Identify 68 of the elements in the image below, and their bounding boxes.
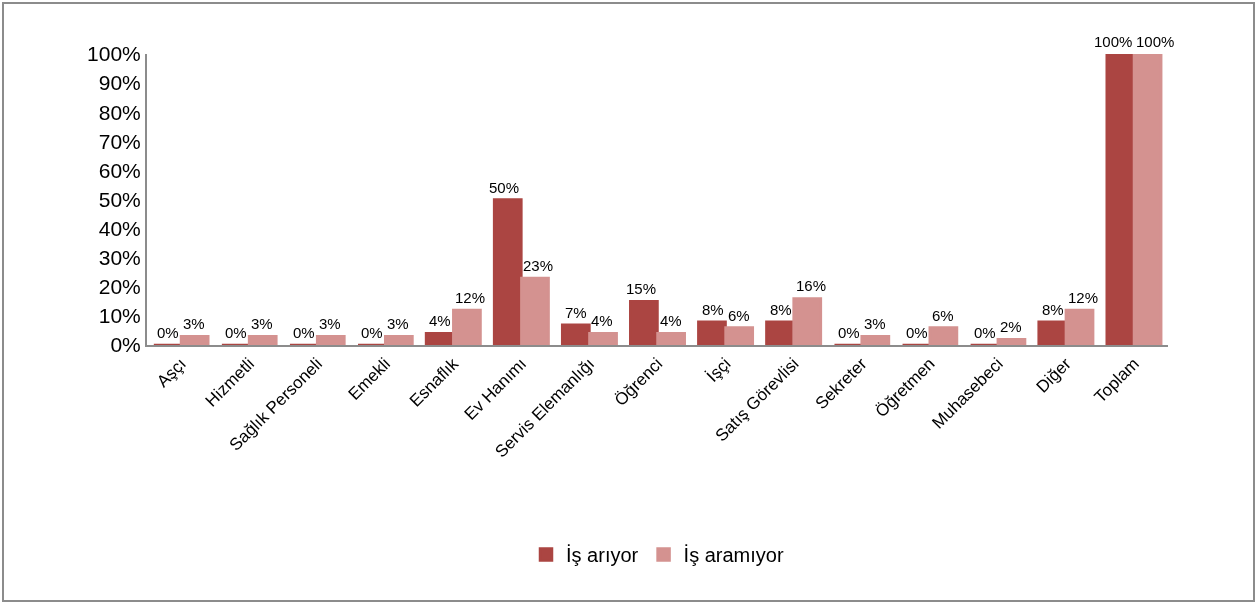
data-label: 0% [906, 324, 928, 341]
data-label: 0% [225, 324, 247, 341]
bar [588, 332, 618, 345]
bar [860, 335, 891, 345]
bar [996, 337, 1027, 345]
data-label: 23% [523, 257, 554, 274]
data-label: 3% [251, 315, 273, 332]
y-tick-label: 90% [98, 71, 141, 95]
bar [792, 297, 823, 345]
data-label: 0% [157, 324, 179, 341]
y-tick-label: 60% [98, 158, 141, 182]
bar [928, 326, 959, 345]
data-label: 4% [429, 312, 451, 329]
data-label: 8% [770, 301, 792, 318]
bar [247, 335, 278, 345]
data-label: 3% [183, 315, 205, 332]
data-label: 3% [319, 315, 341, 332]
bar [1037, 320, 1068, 345]
legend-label: İş aramıyor [683, 544, 784, 567]
bar [724, 326, 755, 345]
y-tick-label: 70% [98, 129, 141, 153]
y-tick-label: 40% [98, 216, 141, 240]
bar [656, 332, 686, 345]
bar [1105, 54, 1136, 345]
y-tick-label: 20% [98, 275, 141, 299]
y-tick-label: 0% [110, 333, 141, 357]
bar [424, 332, 455, 345]
data-label: 3% [864, 315, 886, 332]
data-label: 12% [1068, 289, 1099, 306]
data-label: 4% [660, 312, 682, 329]
bar [560, 323, 591, 345]
bar [629, 300, 659, 345]
data-label: 4% [591, 312, 613, 329]
bar [1132, 54, 1163, 345]
bar [383, 335, 414, 345]
data-label: 12% [455, 289, 486, 306]
bar [315, 335, 346, 345]
data-label: 6% [932, 307, 954, 324]
bar [179, 335, 210, 345]
y-tick-label: 80% [98, 100, 141, 124]
data-label: 0% [974, 324, 996, 341]
bar [492, 198, 523, 345]
data-label: 8% [702, 301, 724, 318]
y-tick-label: 100% [87, 42, 141, 66]
data-label: 0% [293, 324, 315, 341]
data-label: 100% [1136, 33, 1175, 50]
legend-label: İş arıyor [566, 544, 639, 567]
y-tick-label: 30% [98, 246, 141, 270]
data-label: 0% [838, 324, 860, 341]
x-tick-label: İşçi [702, 354, 735, 386]
bar [1064, 308, 1095, 345]
bar [452, 308, 482, 345]
data-label: 0% [361, 324, 383, 341]
data-label: 16% [796, 277, 827, 294]
data-label: 3% [387, 315, 409, 332]
data-label: 50% [489, 179, 520, 196]
bar [765, 320, 795, 345]
data-label: 7% [565, 304, 587, 321]
data-label: 15% [626, 280, 657, 297]
y-tick-label: 50% [98, 187, 141, 211]
bar [697, 320, 727, 345]
data-label: 8% [1042, 301, 1064, 318]
y-tick-label: 10% [98, 304, 141, 328]
x-tick-label: Aşçı [153, 354, 190, 392]
bar [520, 276, 550, 345]
data-label: 100% [1094, 33, 1133, 50]
data-label: 2% [1000, 318, 1022, 335]
data-label: 6% [728, 307, 750, 324]
